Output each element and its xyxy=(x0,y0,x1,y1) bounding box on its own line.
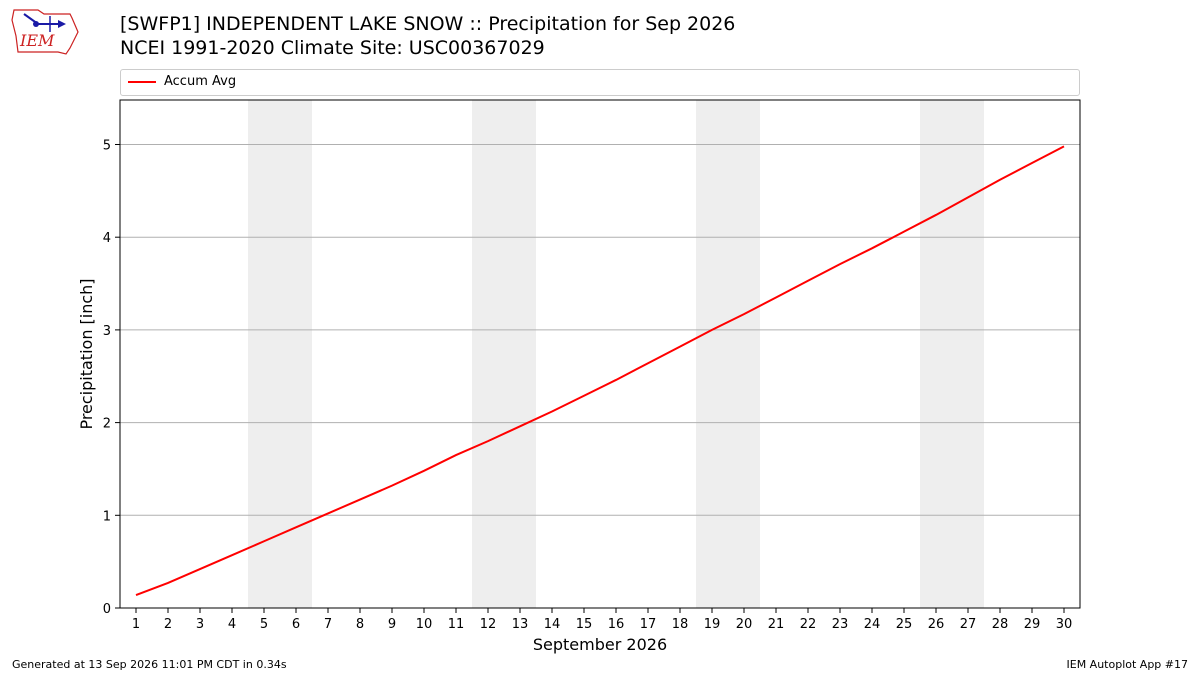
x-tick-label-1: 1 xyxy=(132,617,140,632)
x-tick-label-3: 3 xyxy=(196,617,204,632)
x-tick-label-8: 8 xyxy=(356,617,364,632)
y-axis-label: Precipitation [inch] xyxy=(77,278,96,429)
x-tick-label-16: 16 xyxy=(608,617,625,632)
x-tick-label-17: 17 xyxy=(640,617,657,632)
title-line-2: NCEI 1991-2020 Climate Site: USC00367029 xyxy=(120,37,545,59)
x-tick-label-22: 22 xyxy=(800,617,817,632)
legend: Accum Avg xyxy=(120,69,1080,96)
x-tick-label-20: 20 xyxy=(736,617,753,632)
x-tick-label-10: 10 xyxy=(416,617,433,632)
footer-app-id: IEM Autoplot App #17 xyxy=(1066,658,1189,671)
y-tick-label-4: 4 xyxy=(103,231,111,246)
legend-swatch-accum-avg xyxy=(128,81,156,83)
x-tick-label-26: 26 xyxy=(928,617,945,632)
logo-text: IEM xyxy=(19,31,55,50)
title-line-1: [SWFP1] INDEPENDENT LAKE SNOW :: Precipi… xyxy=(120,13,736,35)
weekend-band-4 xyxy=(920,100,984,608)
weekend-band-1 xyxy=(248,100,312,608)
series-line-0 xyxy=(135,145,1065,596)
x-tick-label-15: 15 xyxy=(576,617,593,632)
y-tick-label-0: 0 xyxy=(103,602,111,617)
x-axis-label: September 2026 xyxy=(533,635,667,654)
x-tick-label-23: 23 xyxy=(832,617,849,632)
x-tick-label-25: 25 xyxy=(896,617,913,632)
y-tick-label-3: 3 xyxy=(103,324,111,339)
chart-title: [SWFP1] INDEPENDENT LAKE SNOW :: Precipi… xyxy=(120,12,735,60)
x-tick-label-9: 9 xyxy=(388,617,396,632)
x-tick-label-11: 11 xyxy=(448,617,465,632)
x-tick-label-12: 12 xyxy=(480,617,497,632)
x-tick-label-7: 7 xyxy=(324,617,332,632)
x-tick-label-19: 19 xyxy=(704,617,721,632)
footer-generated: Generated at 13 Sep 2026 11:01 PM CDT in… xyxy=(12,658,287,671)
weekend-band-3 xyxy=(696,100,760,608)
weekend-band-2 xyxy=(472,100,536,608)
x-tick-label-28: 28 xyxy=(992,617,1009,632)
x-tick-label-21: 21 xyxy=(768,617,785,632)
x-tick-label-2: 2 xyxy=(164,617,172,632)
legend-label-accum-avg: Accum Avg xyxy=(164,74,237,89)
x-tick-label-18: 18 xyxy=(672,617,689,632)
x-tick-label-4: 4 xyxy=(228,617,236,632)
x-tick-label-29: 29 xyxy=(1024,617,1041,632)
x-tick-label-14: 14 xyxy=(544,617,561,632)
y-tick-label-2: 2 xyxy=(103,417,111,432)
x-tick-label-13: 13 xyxy=(512,617,529,632)
x-tick-label-27: 27 xyxy=(960,617,977,632)
x-tick-label-24: 24 xyxy=(864,617,881,632)
plot-frame xyxy=(119,99,1081,609)
y-tick-label-1: 1 xyxy=(103,509,111,524)
iem-logo: IEM xyxy=(11,9,79,55)
x-tick-label-5: 5 xyxy=(260,617,268,632)
x-tick-label-30: 30 xyxy=(1056,617,1073,632)
x-tick-label-6: 6 xyxy=(292,617,300,632)
y-tick-label-5: 5 xyxy=(103,138,111,153)
